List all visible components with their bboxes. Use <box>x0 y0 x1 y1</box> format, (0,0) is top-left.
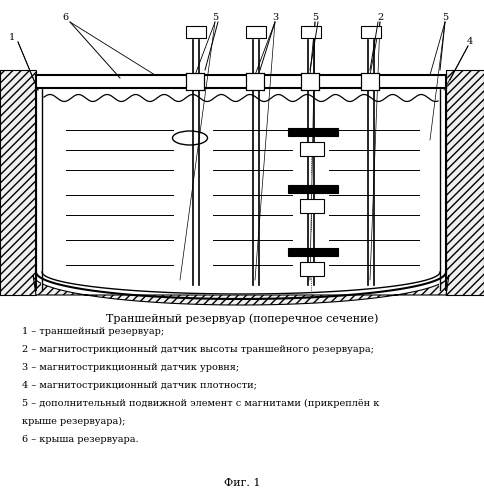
Bar <box>288 185 338 193</box>
Text: 1: 1 <box>9 34 15 42</box>
Text: 3 – магнитострикционный датчик уровня;: 3 – магнитострикционный датчик уровня; <box>22 363 239 372</box>
Bar <box>300 199 324 213</box>
Polygon shape <box>33 275 449 305</box>
Text: 5: 5 <box>312 14 318 22</box>
Text: 1 – траншейный резервуар;: 1 – траншейный резервуар; <box>22 327 164 336</box>
Bar <box>361 26 381 38</box>
Bar <box>361 73 379 90</box>
Bar <box>300 142 324 156</box>
Text: 5: 5 <box>442 14 448 22</box>
Bar <box>186 26 206 38</box>
Text: Траншейный резервуар (поперечное сечение): Траншейный резервуар (поперечное сечение… <box>106 313 378 324</box>
Text: 3: 3 <box>272 14 278 22</box>
Bar <box>301 26 321 38</box>
Bar <box>288 248 338 256</box>
Text: 5: 5 <box>212 14 218 22</box>
Text: 6 – крыша резервуара.: 6 – крыша резервуара. <box>22 435 138 444</box>
Text: 6: 6 <box>62 14 68 22</box>
Bar <box>288 128 338 136</box>
Bar <box>300 262 324 276</box>
Text: 5 – дополнительный подвижной элемент с магнитами (прикреплён к: 5 – дополнительный подвижной элемент с м… <box>22 399 379 408</box>
Polygon shape <box>446 70 484 295</box>
Bar <box>301 73 319 90</box>
Bar <box>246 73 264 90</box>
Polygon shape <box>0 70 36 295</box>
Polygon shape <box>36 75 446 88</box>
Text: 4: 4 <box>467 38 473 46</box>
Bar <box>246 26 266 38</box>
Text: 4 – магнитострикционный датчик плотности;: 4 – магнитострикционный датчик плотности… <box>22 381 257 390</box>
Polygon shape <box>42 88 440 294</box>
Bar <box>186 73 204 90</box>
Polygon shape <box>0 70 36 295</box>
Text: 2: 2 <box>377 14 383 22</box>
Text: Фиг. 1: Фиг. 1 <box>224 478 260 488</box>
Text: 2 – магнитострикционный датчик высоты траншейного резервуара;: 2 – магнитострикционный датчик высоты тр… <box>22 345 374 354</box>
Text: крыше резервуара);: крыше резервуара); <box>22 417 125 426</box>
